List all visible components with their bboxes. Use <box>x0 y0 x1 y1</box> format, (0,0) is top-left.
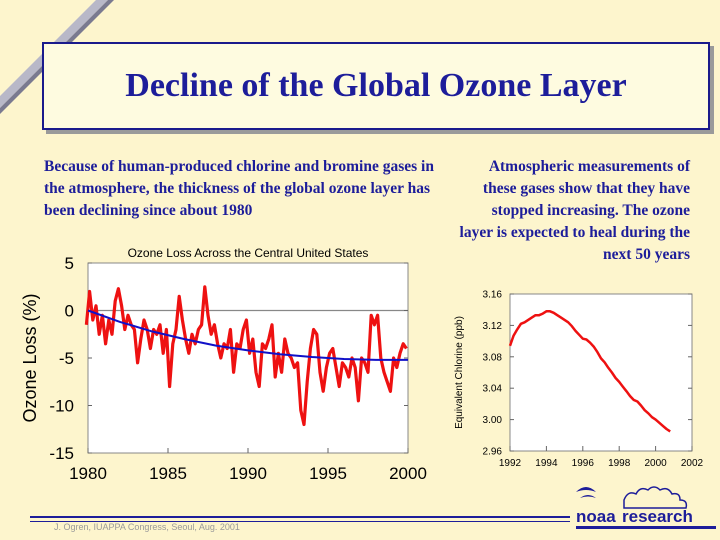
footer-rule <box>30 516 570 518</box>
y-tick-label: 5 <box>65 254 74 273</box>
right-paragraph: Atmospheric measurements of these gases … <box>459 158 690 263</box>
y-axis-label: Ozone Loss (%) <box>20 293 40 422</box>
x-tick-label: 1996 <box>572 458 595 469</box>
series-line-1 <box>87 309 408 361</box>
x-tick-label: 1990 <box>229 464 267 483</box>
x-tick-label: 1994 <box>535 458 558 469</box>
footer-credit: J. Ogren, IUAPPA Congress, Seoul, Aug. 2… <box>54 522 240 532</box>
logo-research-text: research <box>622 507 693 526</box>
y-tick-label: -10 <box>49 396 74 415</box>
x-tick-label: 2002 <box>681 458 704 469</box>
logo-noaa-text: noaa <box>576 507 616 526</box>
footer-rule-thin <box>30 521 570 522</box>
y-tick-label: 3.04 <box>483 384 503 395</box>
x-tick-label: 2000 <box>644 458 667 469</box>
y-tick-label: 0 <box>65 301 74 320</box>
x-tick-label: 1998 <box>608 458 631 469</box>
y-tick-label: -15 <box>49 444 74 463</box>
chart-title: Ozone Loss Across the Central United Sta… <box>128 246 369 260</box>
y-axis-label: Equivalent Chlorine (ppb) <box>454 316 465 429</box>
y-tick-label: 3.00 <box>483 415 503 426</box>
x-tick-label: 1992 <box>499 458 522 469</box>
y-tick-label: 2.96 <box>483 447 503 458</box>
series-line-0 <box>508 310 671 433</box>
left-paragraph: Because of human-produced chlorine and b… <box>44 158 434 219</box>
series-line-0 <box>84 285 408 427</box>
x-tick-label: 1980 <box>69 464 107 483</box>
page-title: Decline of the Global Ozone Layer <box>125 67 627 104</box>
y-tick-label: 3.12 <box>483 321 503 332</box>
x-tick-label: 1985 <box>149 464 187 483</box>
x-tick-label: 1995 <box>309 464 347 483</box>
title-box: Decline of the Global Ozone Layer <box>42 42 710 130</box>
noaa-research-logo: noaa research <box>576 486 716 529</box>
x-tick-label: 2000 <box>389 464 427 483</box>
y-tick-label: 3.16 <box>483 290 503 301</box>
y-tick-label: 3.08 <box>483 352 503 363</box>
y-tick-label: -5 <box>59 349 74 368</box>
